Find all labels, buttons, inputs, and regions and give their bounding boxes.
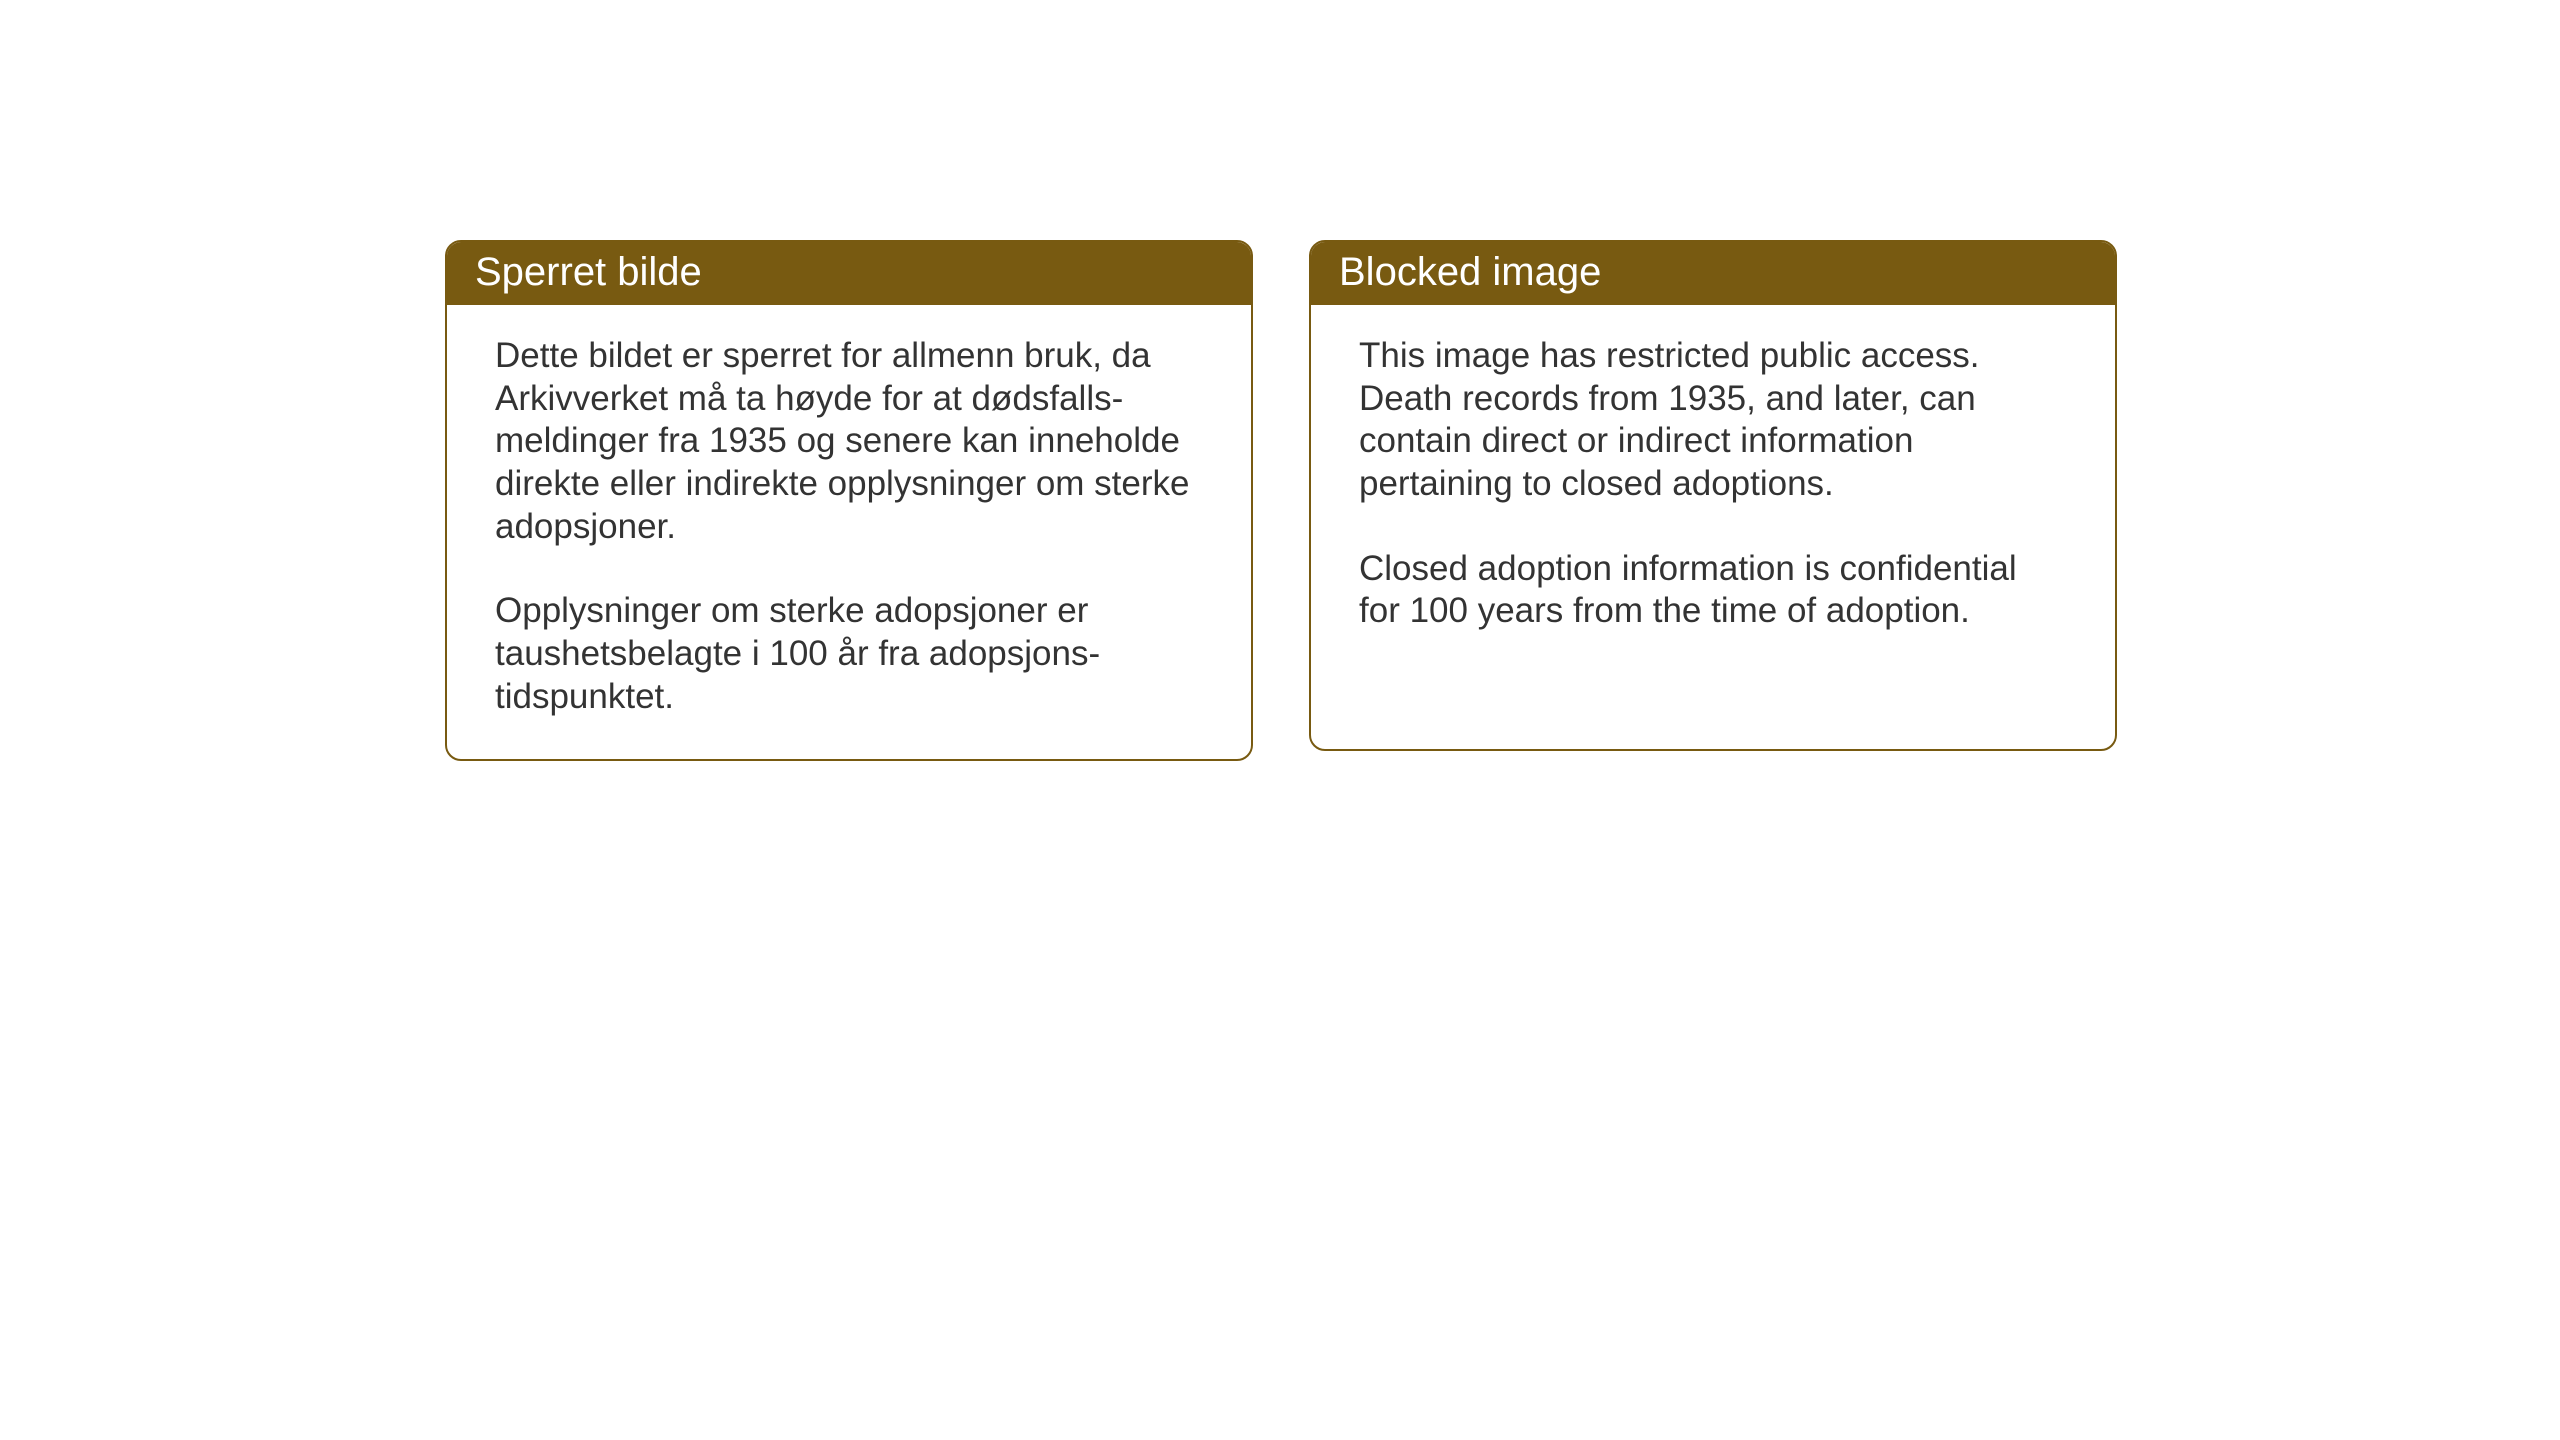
card-header-norwegian: Sperret bilde	[447, 242, 1251, 305]
card-body-english: This image has restricted public access.…	[1311, 305, 2115, 673]
card-paragraph-1-english: This image has restricted public access.…	[1359, 335, 2067, 506]
card-title-english: Blocked image	[1339, 250, 1601, 294]
card-body-norwegian: Dette bildet er sperret for allmenn bruk…	[447, 305, 1251, 759]
card-header-english: Blocked image	[1311, 242, 2115, 305]
card-paragraph-2-english: Closed adoption information is confident…	[1359, 548, 2067, 633]
notice-card-english: Blocked image This image has restricted …	[1309, 240, 2117, 751]
notice-cards-container: Sperret bilde Dette bildet er sperret fo…	[445, 240, 2117, 761]
card-title-norwegian: Sperret bilde	[475, 250, 702, 294]
card-paragraph-2-norwegian: Opplysninger om sterke adopsjoner er tau…	[495, 590, 1203, 718]
notice-card-norwegian: Sperret bilde Dette bildet er sperret fo…	[445, 240, 1253, 761]
card-paragraph-1-norwegian: Dette bildet er sperret for allmenn bruk…	[495, 335, 1203, 548]
